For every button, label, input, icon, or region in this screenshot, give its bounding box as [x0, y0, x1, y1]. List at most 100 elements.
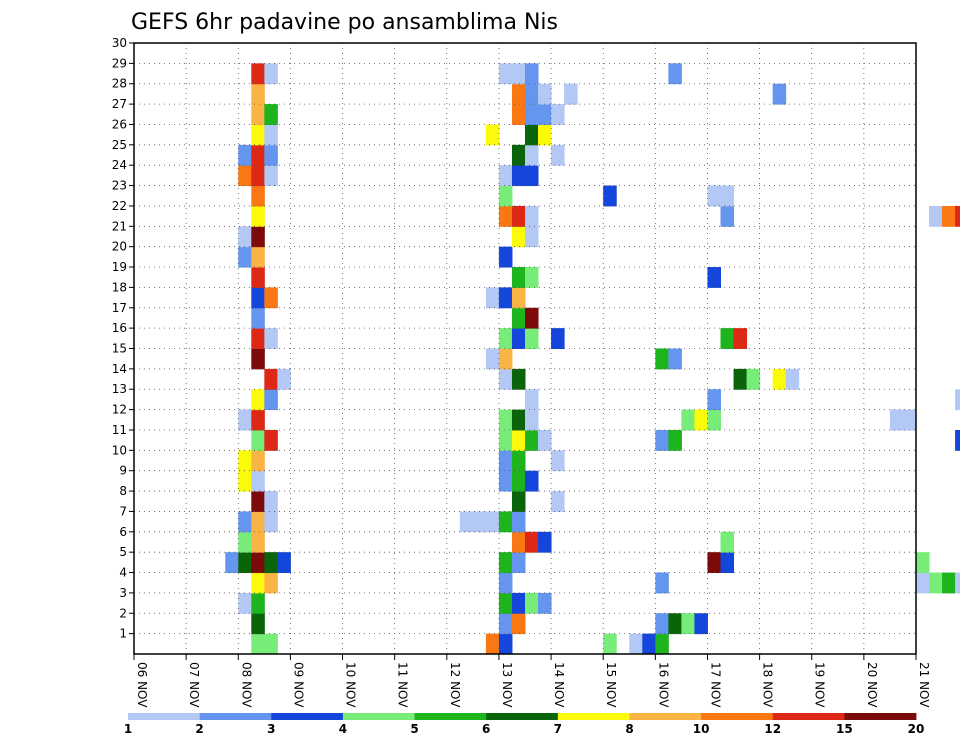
precip-cell: [511, 83, 526, 105]
precip-cell: [251, 429, 265, 451]
precip-cell: [916, 572, 930, 594]
precip-cell: [720, 531, 735, 553]
precip-cell: [238, 470, 252, 492]
precip-cell: [251, 389, 265, 411]
precip-cell: [785, 368, 800, 390]
y-tick-label: 17: [112, 301, 127, 315]
precip-cell: [629, 633, 643, 655]
precip-cell: [668, 613, 682, 635]
precip-cell: [251, 328, 265, 349]
precip-cell: [498, 613, 513, 635]
precip-cell: [511, 429, 526, 451]
precip-cell: [238, 511, 252, 533]
precip-cell: [525, 389, 539, 411]
precip-cell: [538, 531, 552, 553]
precip-cell: [511, 63, 526, 85]
precip-cell: [511, 307, 526, 329]
precip-cell: [929, 205, 943, 227]
precip-cell: [511, 226, 526, 248]
precip-cell: [264, 165, 278, 187]
colorbar: 1 2 3 4 5 6 7 8 10 12 15 20: [124, 713, 925, 736]
precip-cell: [511, 552, 526, 574]
precip-cell: [525, 409, 539, 431]
precip-cell: [551, 104, 565, 125]
precip-cell: [511, 205, 526, 227]
colorbar-swatch: [486, 713, 559, 720]
y-tick-label: 30: [112, 36, 127, 50]
precip-cell: [251, 83, 265, 105]
x-tick-label: 08 NOV: [239, 662, 253, 708]
precip-cell: [955, 389, 960, 411]
precip-cell: [498, 63, 513, 85]
precip-cell: [902, 409, 917, 431]
precip-cell: [498, 328, 513, 349]
x-tick-label: 12 NOV: [448, 662, 462, 708]
colorbar-swatch: [414, 713, 487, 720]
precip-cell: [498, 511, 513, 533]
colorbar-tick-label: 20: [908, 722, 925, 736]
precip-cell: [642, 633, 656, 655]
precip-cell: [694, 613, 708, 635]
y-tick-label: 18: [112, 280, 127, 294]
precip-cell: [707, 267, 721, 288]
y-tick-label: 1: [119, 627, 127, 641]
precip-cell: [525, 226, 539, 248]
colorbar-tick-label: 1: [124, 722, 132, 736]
precip-cell: [264, 104, 278, 125]
x-tick-label: 16 NOV: [656, 662, 670, 708]
y-axis: 1234567891011121314151617181920212223242…: [112, 36, 134, 641]
precip-cell: [720, 328, 735, 349]
precip-cell: [720, 552, 735, 574]
gridlines: [134, 43, 916, 654]
precip-cell: [251, 491, 265, 512]
precip-cell: [655, 429, 669, 451]
precip-cell: [551, 491, 565, 512]
precip-cell: [525, 104, 539, 125]
precip-cell: [251, 592, 265, 614]
precip-cell: [525, 165, 539, 187]
precip-cell: [238, 226, 252, 248]
x-tick-label: 09 NOV: [291, 662, 305, 708]
precip-cell: [238, 450, 252, 472]
precip-cell: [525, 144, 539, 166]
x-tick-label: 21 NOV: [917, 662, 931, 708]
precip-cell: [264, 389, 278, 411]
precip-cell: [889, 409, 904, 431]
y-tick-label: 28: [112, 77, 127, 91]
precip-cell: [264, 572, 278, 594]
y-tick-label: 7: [119, 504, 127, 518]
precip-cell: [668, 429, 682, 451]
precip-cell: [251, 307, 265, 329]
precip-cell: [772, 368, 787, 390]
precip-cell: [251, 552, 265, 574]
precip-cell: [498, 470, 513, 492]
precip-cell: [498, 409, 513, 431]
precip-cell: [264, 552, 278, 574]
precip-cell: [525, 328, 539, 349]
precip-cell: [942, 205, 956, 227]
precip-cell: [498, 165, 513, 187]
y-tick-label: 5: [119, 545, 127, 559]
y-tick-label: 25: [112, 138, 127, 152]
precip-cell: [498, 450, 513, 472]
precip-cell: [264, 63, 278, 85]
precip-cell: [277, 552, 291, 574]
precip-cell: [655, 348, 669, 370]
x-tick-label: 20 NOV: [865, 662, 879, 708]
colorbar-swatch: [342, 713, 415, 720]
precip-cell: [485, 287, 500, 309]
precip-cell: [238, 246, 252, 268]
precip-cell: [238, 144, 252, 166]
precip-cell: [498, 348, 513, 370]
precip-cell: [511, 104, 526, 125]
y-tick-label: 2: [119, 606, 127, 620]
colorbar-tick-label: 3: [267, 722, 275, 736]
precip-cell: [511, 328, 526, 349]
x-tick-label: 18 NOV: [761, 662, 775, 708]
colorbar-swatch: [271, 713, 344, 720]
colorbar-tick-label: 5: [410, 722, 418, 736]
precip-cell: [251, 63, 265, 85]
precip-cell: [264, 429, 278, 451]
precip-cell: [525, 124, 539, 146]
